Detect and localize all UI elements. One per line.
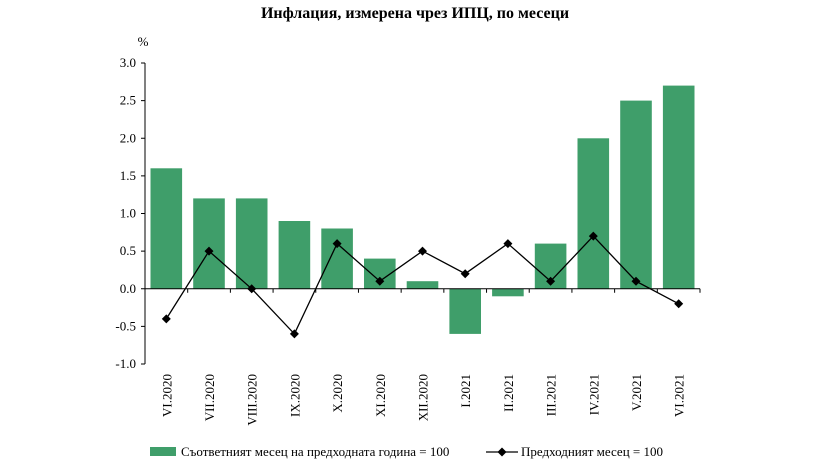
bar-II.2021: [492, 288, 524, 297]
mom-point-V.2021: [631, 276, 641, 286]
mom-point-VII.2020: [204, 246, 214, 256]
y-tick-label: 2.0: [120, 130, 136, 145]
bar-I.2021: [449, 288, 481, 334]
mom-point-VI.2021: [674, 299, 684, 309]
mom-point-XII.2020: [418, 246, 427, 256]
x-tick-label-XII.2020: XII.2020: [416, 374, 431, 421]
y-tick-label: 1.0: [120, 206, 136, 221]
y-tick-label: 2.5: [120, 93, 136, 108]
x-tick-label-II.2021: II.2021: [501, 374, 516, 412]
x-tick-label-IX.2020: IX.2020: [287, 374, 302, 417]
axes: [141, 62, 701, 365]
x-tick-label-VIII.2020: VIII.2020: [245, 374, 260, 426]
x-tick-label-IV.2021: IV.2021: [586, 374, 601, 415]
y-tick-label: -0.5: [115, 318, 136, 333]
y-axis-unit-label: %: [138, 34, 149, 49]
x-tick-label-VI.2021: VI.2021: [672, 374, 687, 417]
bar-IV.2021: [577, 138, 610, 289]
mom-point-IX.2020: [289, 329, 299, 339]
legend: Съответният месец на предходната година …: [150, 444, 663, 459]
bar-XII.2020: [406, 281, 439, 289]
legend-bar-swatch: [150, 447, 176, 456]
x-tick-label-VI.2020: VI.2020: [159, 374, 174, 417]
x-tick-label-I.2021: I.2021: [458, 374, 473, 408]
mom-point-II.2021: [503, 239, 513, 249]
y-tick-label: 0.5: [120, 243, 136, 258]
chart-title: Инфлация, измерена чрез ИПЦ, по месеци: [261, 5, 569, 22]
x-tick-label-X.2020: X.2020: [330, 374, 345, 413]
y-axis-labels: 3.0 2.5 2.0 1.5 1.0 0.5 0.0 -0.5 -1.0: [115, 55, 136, 371]
bar-VI.2021: [662, 85, 695, 289]
mom-point-VIII.2020: [247, 284, 257, 294]
bar-VII.2020: [193, 198, 225, 289]
bar-IX.2020: [278, 221, 311, 289]
bar-VI.2020: [150, 168, 183, 289]
bar-series: [150, 85, 695, 334]
x-tick-label-VII.2020: VII.2020: [202, 374, 217, 421]
mom-point-III.2021: [546, 276, 556, 286]
x-axis-labels: VI.2020 VII.2020 VIII.2020 IX.2020 X.2020 XI.…: [159, 374, 686, 426]
mom-point-I.2021: [460, 269, 470, 279]
bar-X.2020: [321, 228, 353, 289]
legend-line-label: Предходният месец = 100: [521, 444, 663, 459]
x-tick-label-V.2021: V.2021: [629, 374, 644, 411]
legend-line-marker: [497, 447, 507, 457]
mom-point-X.2020: [332, 239, 342, 249]
legend-bar-label: Съответният месец на предходната година …: [181, 444, 449, 459]
mom-point-IV.2021: [588, 231, 598, 241]
mom-point-XI.2020: [375, 276, 385, 286]
y-tick-label: 0.0: [120, 281, 136, 296]
y-tick-label: 1.5: [120, 168, 136, 183]
x-tick-label-XI.2020: XI.2020: [373, 374, 388, 417]
line-series: [161, 231, 684, 339]
x-tick-label-III.2021: III.2021: [544, 374, 559, 416]
y-tick-label: 3.0: [120, 55, 136, 70]
bar-VIII.2020: [235, 198, 268, 289]
y-tick-label: -1.0: [115, 356, 136, 371]
bar-V.2021: [620, 100, 652, 289]
mom-point-VI.2020: [161, 314, 171, 324]
